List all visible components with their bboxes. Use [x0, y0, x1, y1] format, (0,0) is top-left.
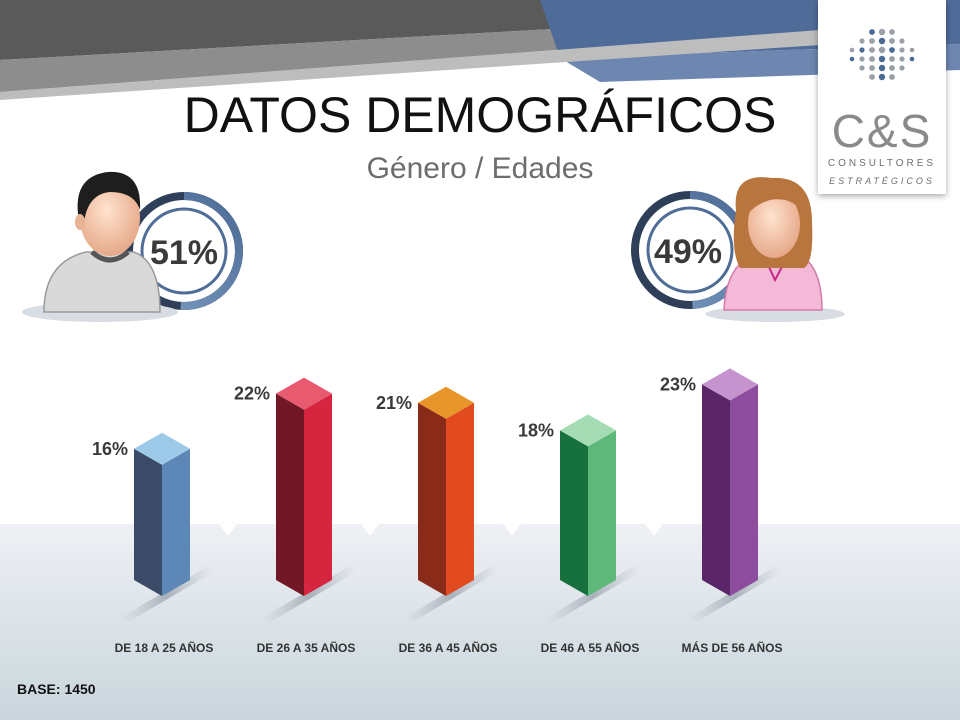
female-avatar-icon [705, 177, 845, 322]
bar-shadow [262, 566, 356, 622]
page-title: DATOS DEMOGRÁFICOS [183, 87, 777, 143]
logo-dot [909, 47, 915, 53]
panel-notch [503, 524, 521, 536]
logo-dot [909, 56, 915, 62]
x-tick-label: DE 36 A 45 AÑOS [399, 640, 498, 655]
bar-top-face [702, 368, 758, 401]
header-bands [0, 0, 960, 100]
bar-top-face [276, 377, 332, 410]
bar-top-face [134, 432, 190, 465]
bar-side-face [134, 448, 162, 596]
bar-value-label: 21% [376, 393, 412, 413]
age-bar-chart: 16% DE 18 A 25 AÑOS 22% DE 26 A 35 AÑOS 21% D… [92, 368, 782, 655]
bar-value-label: 16% [92, 439, 128, 459]
logo-dot [878, 55, 886, 63]
logo-dot [889, 47, 895, 53]
male-percent: 51% [150, 234, 218, 272]
logo-dot [878, 73, 886, 81]
bar-shadow [120, 566, 214, 622]
panel-notch [219, 524, 237, 536]
panel-notches [219, 524, 663, 536]
bar-side-face [418, 402, 446, 596]
bar-value-label: 22% [234, 384, 270, 404]
logo-dot [889, 56, 895, 62]
logo-dot [869, 56, 875, 62]
logo-dot [859, 47, 865, 53]
logo-line-1: CONSULTORES [827, 158, 937, 169]
logo-dot [889, 29, 895, 35]
x-tick-label: DE 26 A 35 AÑOS [257, 640, 356, 655]
logo-dot [899, 47, 905, 53]
female-percent: 49% [654, 233, 722, 271]
panel-notch [361, 524, 379, 536]
logo-dot [869, 29, 875, 35]
logo-dot [899, 65, 905, 71]
base-note: BASE: 1450 [17, 681, 96, 697]
bar-shadow [546, 566, 640, 622]
bar-value-label: 18% [518, 420, 554, 440]
logo-line-2: ESTRATÉGICOS [829, 176, 935, 186]
company-logo: C&S CONSULTORES ESTRATÉGICOS [818, 0, 946, 194]
male-indicator: 51% [125, 192, 243, 310]
panel-notch [645, 524, 663, 536]
logo-dot [849, 56, 855, 62]
bar-front-face [304, 393, 332, 596]
logo-dot [899, 56, 905, 62]
logo-dot [869, 47, 875, 53]
logo-dot [878, 46, 886, 54]
x-tick-label: DE 46 A 55 AÑOS [541, 640, 640, 655]
logo-mark: C&S [831, 105, 933, 157]
logo-dot [869, 38, 875, 44]
logo-dot [859, 38, 865, 44]
page-subtitle: Género / Edades [366, 152, 594, 185]
logo-dot [878, 64, 886, 72]
bar-side-face [702, 384, 730, 596]
male-avatar-icon [22, 171, 178, 322]
bar-top-face [418, 386, 474, 419]
logo-dot [878, 37, 886, 45]
logo-dot [849, 47, 855, 53]
x-tick-label: MÁS DE 56 AÑOS [682, 640, 783, 655]
logo-dot [869, 65, 875, 71]
bar-front-face [588, 430, 616, 596]
logo-dot [889, 65, 895, 71]
bar-front-face [162, 448, 190, 596]
logo-dot [889, 74, 895, 80]
bar-front-face [730, 384, 758, 596]
x-tick-label: DE 18 A 25 AÑOS [115, 640, 214, 655]
bar-shadow [688, 566, 782, 622]
logo-dot [859, 65, 865, 71]
logo-dot [869, 74, 875, 80]
dot-matrix-icon [849, 28, 915, 81]
logo-dot [859, 56, 865, 62]
bar-front-face [446, 402, 474, 596]
logo-dot [889, 38, 895, 44]
logo-dot [899, 38, 905, 44]
bar-top-face [560, 414, 616, 447]
bar-side-face [276, 393, 304, 596]
bar-value-label: 23% [660, 374, 696, 394]
logo-dot [878, 28, 886, 36]
bar-side-face [560, 430, 588, 596]
bar-shadow [404, 566, 498, 622]
